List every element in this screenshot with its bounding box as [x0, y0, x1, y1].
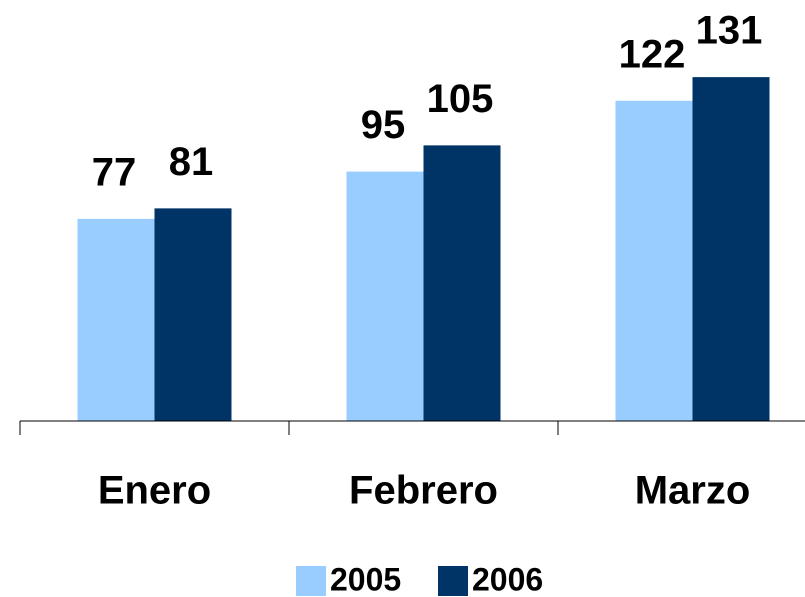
bar	[346, 171, 424, 421]
legend-swatch	[438, 566, 468, 596]
legend-swatch	[296, 566, 326, 596]
legend-label: 2006	[472, 561, 543, 597]
value-label: 131	[696, 9, 763, 53]
x-tick-label: Febrero	[349, 469, 498, 513]
bar	[154, 208, 232, 421]
bar	[692, 77, 770, 421]
value-label: 77	[92, 150, 137, 194]
bar	[423, 145, 501, 421]
bar	[615, 100, 693, 421]
x-tick-label: Marzo	[635, 469, 751, 513]
value-label: 95	[361, 103, 406, 147]
value-label: 105	[427, 77, 494, 121]
value-label: 122	[619, 32, 686, 76]
value-label: 81	[169, 140, 214, 184]
legend-label: 2005	[330, 561, 401, 597]
x-tick-label: Enero	[98, 469, 211, 513]
bar	[77, 218, 155, 421]
